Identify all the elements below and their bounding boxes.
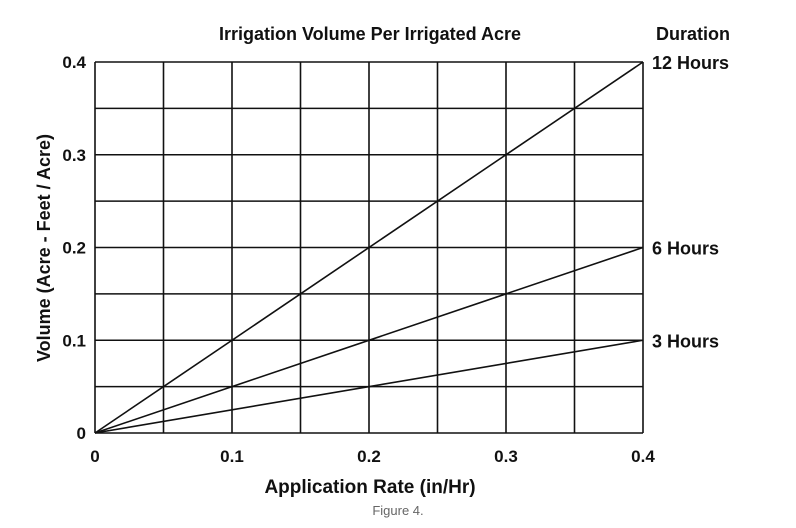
series-label: 12 Hours <box>652 53 729 73</box>
series-label: 6 Hours <box>652 239 719 259</box>
x-tick-label: 0.2 <box>357 447 381 466</box>
y-tick-label: 0 <box>77 424 86 443</box>
y-axis-label: Volume (Acre - Feet / Acre) <box>34 134 54 362</box>
x-tick-labels: 0 0.1 0.2 0.3 0.4 <box>90 447 655 466</box>
series-line <box>94 246 644 434</box>
x-tick-label: 0.1 <box>220 447 244 466</box>
series-line <box>94 339 644 434</box>
line-chart: 0 0.1 0.2 0.3 0.4 0 0.1 0.2 0.3 0.4 12 Hours 6 Ho… <box>34 24 730 498</box>
chart-title: Irrigation Volume Per Irrigated Acre <box>219 24 521 44</box>
x-tick-label: 0.4 <box>631 447 655 466</box>
x-tick-label: 0.3 <box>494 447 518 466</box>
series-line <box>94 61 644 434</box>
y-tick-labels: 0 0.1 0.2 0.3 0.4 <box>62 53 86 443</box>
y-tick-label: 0.3 <box>62 146 86 165</box>
y-tick-label: 0.4 <box>62 53 86 72</box>
series-label: 3 Hours <box>652 331 719 351</box>
x-tick-label: 0 <box>90 447 99 466</box>
series-lines <box>94 61 644 434</box>
y-tick-label: 0.2 <box>62 239 86 258</box>
y-tick-label: 0.1 <box>62 331 86 350</box>
legend-title: Duration <box>656 24 730 44</box>
series-labels: 12 Hours 6 Hours 3 Hours <box>652 53 729 351</box>
x-axis-label: Application Rate (in/Hr) <box>264 477 475 498</box>
figure-caption: Figure 4. <box>372 503 424 518</box>
